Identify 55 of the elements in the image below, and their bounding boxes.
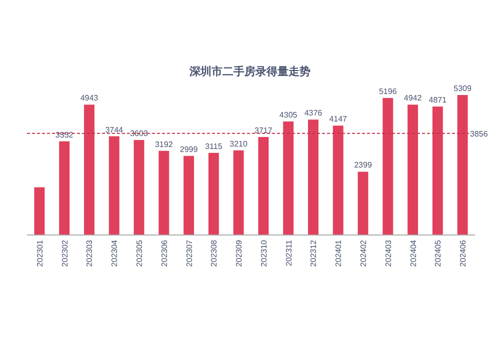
data-label: 4942: [404, 94, 422, 103]
bar: [233, 150, 244, 235]
bar: [158, 150, 170, 235]
x-tick-label: 202303: [85, 239, 94, 267]
data-label: 5196: [378, 86, 398, 96]
bar: [208, 152, 219, 235]
data-label: 4376: [304, 108, 323, 118]
bar: [358, 172, 368, 235]
x-tick-label: 202401: [334, 239, 344, 267]
bar: [134, 140, 144, 235]
data-label: 3717: [254, 126, 273, 135]
bar: [258, 136, 269, 235]
x-tick-label: 202405: [434, 239, 443, 267]
chart-title: 深圳市二手房录得量走势: [188, 65, 310, 78]
x-tick-label: 202305: [135, 239, 144, 267]
bar: [184, 156, 194, 235]
bar: [332, 126, 344, 235]
bar: [382, 98, 394, 235]
x-tick-label: 202403: [384, 239, 393, 267]
data-label: 4147: [329, 114, 348, 124]
bar: [84, 104, 94, 235]
x-tick-label: 202307: [184, 239, 194, 267]
data-label: 3744: [105, 125, 124, 134]
x-tick-label: 202304: [110, 239, 120, 267]
x-tick-label: 202309: [234, 239, 244, 267]
bar: [108, 136, 120, 235]
data-label: 5309: [454, 84, 472, 93]
x-tick-label: 202306: [160, 239, 169, 267]
data-label: 2399: [354, 160, 372, 170]
bar: [432, 106, 443, 235]
ref-line-label: 3856: [470, 129, 488, 138]
data-label: 3210: [230, 139, 248, 148]
bar: [408, 104, 418, 235]
x-tick-label: 202308: [210, 239, 219, 267]
data-label: 3603: [130, 128, 148, 138]
data-label: 4943: [80, 94, 99, 103]
data-label: 3115: [205, 142, 223, 151]
bar: [59, 141, 70, 235]
bar: [308, 120, 318, 235]
bar: [283, 121, 294, 235]
data-label: 2999: [180, 144, 198, 154]
x-tick-label: 202402: [359, 239, 368, 267]
x-tick-label: 202310: [259, 239, 268, 267]
x-tick-label: 202302: [60, 239, 70, 267]
data-label: 3192: [154, 140, 174, 149]
x-tick-label: 202311: [284, 239, 294, 266]
x-tick-label: 202312: [309, 239, 318, 267]
data-label: 4305: [279, 110, 298, 120]
x-tick-label: 202301: [35, 239, 44, 267]
bar: [34, 187, 45, 235]
data-label: 4871: [428, 96, 448, 105]
x-tick-label: 202406: [458, 239, 468, 267]
data-label: 3552: [55, 130, 74, 140]
bar: [457, 95, 468, 235]
x-tick-label: 202404: [408, 239, 418, 267]
